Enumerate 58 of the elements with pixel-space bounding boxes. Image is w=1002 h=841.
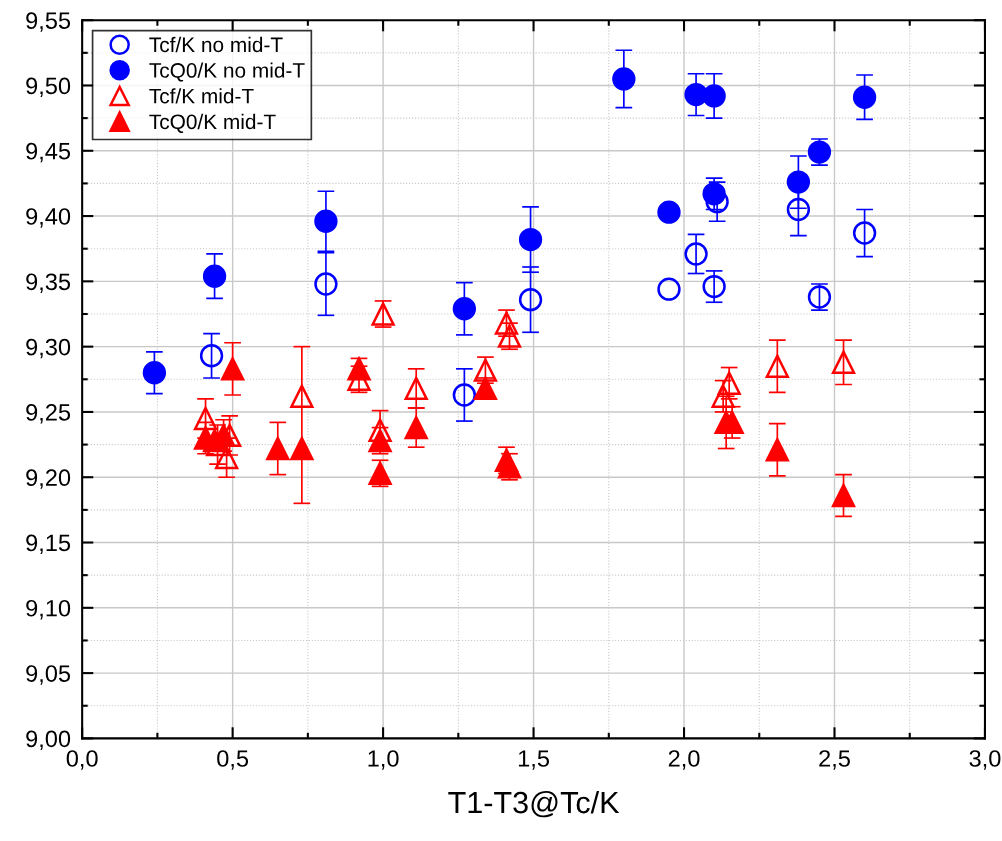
x-axis-title: T1-T3@Tc/K — [448, 790, 620, 818]
point — [473, 376, 498, 401]
y-tick-label: 9,20 — [26, 469, 71, 489]
point — [765, 438, 789, 462]
point — [452, 383, 477, 407]
legend-label: TcQ0/K no mid-T — [149, 62, 305, 82]
legend-label: Tcf/K no mid-T — [149, 36, 283, 53]
y-tick-label: 9,15 — [26, 534, 71, 555]
point — [831, 483, 856, 508]
point — [202, 264, 227, 288]
point — [404, 376, 428, 401]
point — [266, 436, 290, 461]
point — [852, 85, 877, 109]
point — [717, 371, 741, 395]
point — [452, 297, 477, 321]
point — [314, 209, 338, 233]
point — [684, 242, 708, 266]
y-tick-label: 9,00 — [26, 730, 71, 750]
point — [314, 272, 338, 296]
y-tick-label: 9,30 — [26, 338, 71, 359]
point — [702, 182, 726, 206]
x-tick-label: 1,5 — [518, 750, 549, 770]
point — [518, 227, 543, 252]
y-tick-label: 9,35 — [26, 273, 71, 293]
point — [657, 200, 681, 224]
point — [612, 67, 636, 91]
x-tick-label: 0,5 — [217, 750, 249, 770]
x-tick-label: 3,0 — [969, 750, 1001, 770]
x-tick-label: 2,0 — [668, 750, 700, 770]
y-tick-label: 9,10 — [26, 599, 71, 620]
point — [702, 84, 726, 108]
x-tick-label: 1,0 — [368, 750, 399, 770]
y-tick-label: 9,40 — [26, 208, 71, 228]
x-tick-label: 0,0 — [66, 750, 98, 770]
y-tick-label: 9,50 — [26, 77, 71, 98]
point — [786, 170, 811, 194]
point — [142, 361, 167, 385]
point — [290, 384, 314, 408]
point — [220, 357, 245, 381]
point — [711, 384, 735, 408]
y-tick-label: 9,25 — [26, 404, 71, 424]
point — [199, 344, 224, 368]
point — [290, 436, 314, 461]
y-tick-label: 9,45 — [26, 142, 71, 163]
point — [831, 350, 856, 374]
y-tick-label: 9,55 — [26, 12, 71, 32]
legend-label: Tcf/K mid-T — [149, 88, 254, 104]
point — [702, 274, 726, 299]
point — [765, 354, 789, 378]
point — [657, 277, 681, 301]
point — [786, 197, 811, 222]
point — [368, 418, 392, 442]
x-tick-label: 2,5 — [819, 750, 850, 770]
point — [404, 415, 428, 440]
y-tick-label: 9,05 — [26, 665, 71, 685]
point — [852, 221, 877, 245]
legend-label: TcQ0/K mid-T — [149, 113, 276, 133]
point — [518, 287, 543, 312]
